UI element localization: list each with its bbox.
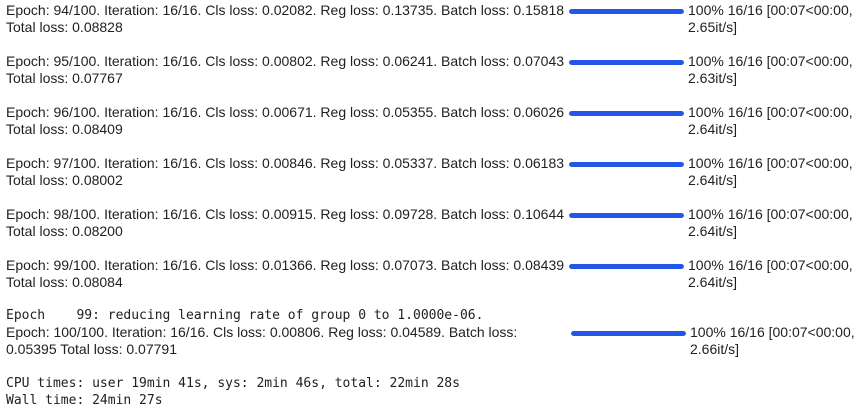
progress-description: Epoch: 97/100. Iteration: 16/16. Cls los…: [6, 155, 565, 188]
progress-bar-fill: [569, 213, 684, 218]
lr-scheduler-message: Epoch 99: reducing learning rate of grou…: [6, 308, 484, 323]
progress-bar-fill: [569, 264, 684, 269]
progress-stats: 100% 16/16 [00:07<00:00, 2.64it/s]: [688, 155, 853, 188]
progress-description: Epoch: 100/100. Iteration: 16/16. Cls lo…: [6, 324, 518, 357]
progress-bar-fill: [569, 111, 684, 116]
progress-bar: [571, 331, 686, 336]
wall-time: Wall time: 24min 27s: [6, 393, 163, 408]
progress-description: Epoch: 98/100. Iteration: 16/16. Cls los…: [6, 206, 565, 239]
progress-description: Epoch: 96/100. Iteration: 16/16. Cls los…: [6, 104, 565, 137]
progress-row: Epoch: 95/100. Iteration: 16/16. Cls los…: [0, 53, 866, 93]
progress-stats: 100% 16/16 [00:07<00:00, 2.65it/s]: [688, 2, 853, 35]
progress-row: Epoch: 100/100. Iteration: 16/16. Cls lo…: [0, 324, 866, 364]
progress-stats: 100% 16/16 [00:07<00:00, 2.64it/s]: [688, 257, 853, 290]
progress-bar-fill: [569, 9, 684, 14]
progress-bar: [569, 213, 684, 218]
progress-description: Epoch: 99/100. Iteration: 16/16. Cls los…: [6, 257, 565, 290]
progress-bar-fill: [569, 60, 684, 65]
progress-description: Epoch: 95/100. Iteration: 16/16. Cls los…: [6, 53, 565, 86]
progress-row: Epoch: 98/100. Iteration: 16/16. Cls los…: [0, 206, 866, 246]
progress-stats: 100% 16/16 [00:07<00:00, 2.66it/s]: [690, 324, 855, 357]
progress-bar: [569, 264, 684, 269]
progress-bar: [569, 9, 684, 14]
progress-bar: [569, 60, 684, 65]
progress-bar: [569, 111, 684, 116]
progress-stats: 100% 16/16 [00:07<00:00, 2.63it/s]: [688, 53, 853, 86]
progress-stats: 100% 16/16 [00:07<00:00, 2.64it/s]: [688, 206, 853, 239]
progress-row: Epoch: 94/100. Iteration: 16/16. Cls los…: [0, 2, 866, 42]
progress-row: Epoch: 96/100. Iteration: 16/16. Cls los…: [0, 104, 866, 144]
cpu-times: CPU times: user 19min 41s, sys: 2min 46s…: [6, 376, 460, 391]
progress-bar-fill: [569, 162, 684, 167]
progress-description: Epoch: 94/100. Iteration: 16/16. Cls los…: [6, 2, 565, 35]
progress-bar: [569, 162, 684, 167]
progress-bar-fill: [571, 331, 686, 336]
progress-row: Epoch: 99/100. Iteration: 16/16. Cls los…: [0, 257, 866, 297]
progress-stats: 100% 16/16 [00:07<00:00, 2.64it/s]: [688, 104, 853, 137]
progress-row: Epoch: 97/100. Iteration: 16/16. Cls los…: [0, 155, 866, 195]
